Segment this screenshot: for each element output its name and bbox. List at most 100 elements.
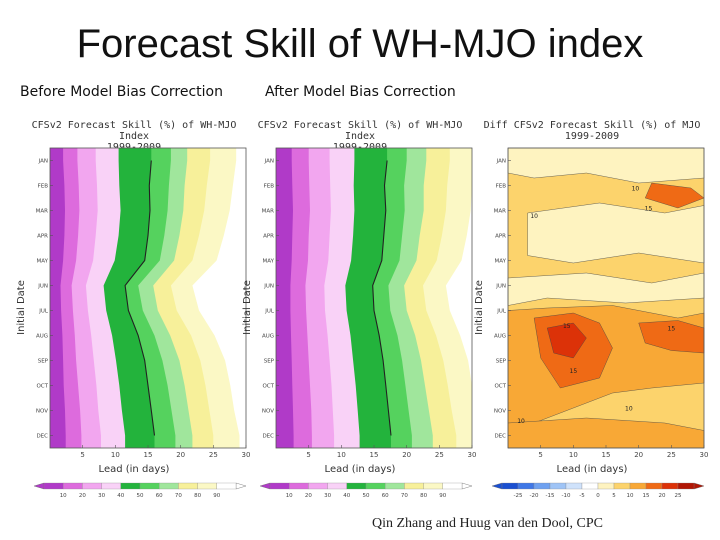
- panel-diff-title-line2: 1999-2009: [564, 131, 620, 142]
- contour-label-5: 10: [530, 213, 538, 220]
- contour-line-50: [372, 160, 392, 436]
- y-tick-label-dec: DEC: [494, 434, 506, 440]
- colorbar-swatch-3: [549, 482, 567, 490]
- colorbar-label--10: -10: [562, 493, 571, 499]
- y-tick-label-nov: NOV: [36, 409, 48, 415]
- y-tick-label-mar: MAR: [36, 209, 49, 215]
- panel-after-title: CFSv2 Forecast Skill (%) of WH-MJO Index…: [240, 120, 480, 153]
- panel-after-xlabel: Lead (in days): [324, 464, 396, 475]
- x-tick-label-30: 30: [242, 451, 251, 459]
- x-tick-label-25: 25: [209, 451, 218, 459]
- colorbar-swatch-4: [346, 482, 367, 490]
- panel-before-title: CFSv2 Forecast Skill (%) of WH-MJO Index…: [14, 120, 254, 153]
- y-tick-label-jun: JUN: [263, 284, 274, 290]
- colorbar-label--20: -20: [530, 493, 539, 499]
- y-tick-label-jan: JAN: [38, 159, 48, 165]
- colorbar-label-10: 10: [60, 493, 67, 499]
- colorbar-label-10: 10: [627, 493, 634, 499]
- colorbar-swatch-3: [101, 482, 121, 490]
- panel-before-ylabel: Initial Date: [15, 280, 27, 335]
- colorbar-label-20: 20: [305, 493, 312, 499]
- contour-label-6: 10: [625, 406, 633, 413]
- colorbar-label-80: 80: [420, 493, 427, 499]
- panel-after-title-line1: CFSv2 Forecast Skill (%) of WH-MJO Index: [257, 120, 463, 142]
- colorbar-swatch-5: [365, 482, 386, 490]
- colorbar-before: 10 20 30 40 50 60 70 80 90: [33, 482, 247, 499]
- colorbar-label-40: 40: [117, 493, 124, 499]
- y-tick-label-apr: APR: [263, 234, 274, 240]
- contour-label-4: 15: [570, 368, 578, 375]
- panel-before-title-line1: CFSv2 Forecast Skill (%) of WH-MJO Index: [31, 120, 237, 142]
- colorbar-swatch-8: [423, 482, 443, 490]
- x-tick-label-10: 10: [569, 451, 578, 459]
- y-tick-label-feb: FEB: [38, 184, 49, 190]
- contour-label-2: 15: [563, 323, 571, 330]
- colorbar-swatch-0: [501, 482, 519, 490]
- colorbar-swatch-6: [385, 482, 405, 490]
- colorbar-label-60: 60: [156, 493, 163, 499]
- colorbar-label-30: 30: [98, 493, 105, 499]
- credit-text: Qin Zhang and Huug van den Dool, CPC: [372, 516, 603, 531]
- colorbar-label-0: 0: [596, 493, 600, 499]
- x-tick-label-5: 5: [80, 451, 84, 459]
- x-tick-label-30: 30: [468, 451, 477, 459]
- x-tick-label-10: 10: [111, 451, 120, 459]
- colorbar-swatch-7: [178, 482, 198, 490]
- x-tick-label-25: 25: [435, 451, 444, 459]
- colorbar-swatch-9: [645, 482, 663, 490]
- heatmap-before: JAN FEB MAR APR MAY JUN JUL AUG SEP OCT NOV DEC 5 10 1…: [36, 147, 251, 459]
- colorbar-arrow-right: [461, 482, 473, 490]
- contour-label-3: 15: [668, 326, 676, 333]
- colorbar-label-20: 20: [79, 493, 86, 499]
- colorbar-swatch-4: [120, 482, 141, 490]
- y-tick-label-jul: JUL: [38, 309, 49, 315]
- colorbar-arrow-left: [259, 482, 271, 490]
- colorbar-label--15: -15: [546, 493, 555, 499]
- skill-band-0: [276, 148, 294, 448]
- colorbar-label-60: 60: [382, 493, 389, 499]
- panel-diff-ylabel: Initial Date: [473, 280, 485, 335]
- panel-after-title-line2: 1999-2009: [332, 142, 388, 153]
- diff-patch-strong-feb: [644, 182, 705, 209]
- panel-before-title-line2: 1999-2009: [106, 142, 162, 153]
- colorbar-arrow-right: [693, 482, 705, 490]
- colorbar-swatch-4: [565, 482, 583, 490]
- y-tick-label-nov: NOV: [494, 409, 506, 415]
- contour-label-0: 10: [632, 186, 640, 193]
- colorbar-swatch-5: [581, 482, 599, 490]
- y-tick-label-sep: SEP: [496, 359, 507, 365]
- colorbar-arrow-left: [33, 482, 45, 490]
- y-tick-label-may: MAY: [37, 259, 49, 265]
- y-tick-label-feb: FEB: [496, 184, 507, 190]
- y-tick-label-jan: JAN: [496, 159, 506, 165]
- colorbar-swatch-0: [269, 482, 290, 490]
- slide-title: Forecast Skill of WH-MJO index: [76, 22, 644, 66]
- colorbar-swatch-7: [404, 482, 424, 490]
- y-tick-label-sep: SEP: [264, 359, 275, 365]
- y-tick-label-may: MAY: [495, 259, 507, 265]
- y-tick-label-nov: NOV: [262, 409, 274, 415]
- x-tick-label-20: 20: [402, 451, 411, 459]
- colorbar-swatch-9: [442, 482, 463, 490]
- colorbar-swatch-7: [613, 482, 631, 490]
- colorbar-diff: -25 -20 -15 -10 -5 0 5 10 15 20 25: [491, 482, 705, 499]
- colorbar-arrow-left: [491, 482, 503, 490]
- x-tick-label-15: 15: [370, 451, 379, 459]
- y-tick-label-feb: FEB: [264, 184, 275, 190]
- y-tick-label-aug: AUG: [494, 334, 506, 340]
- colorbar-swatch-8: [197, 482, 217, 490]
- colorbar-swatch-3: [327, 482, 347, 490]
- colorbar-swatch-9: [216, 482, 237, 490]
- colorbar-label-90: 90: [213, 493, 220, 499]
- colorbar-label-40: 40: [343, 493, 350, 499]
- y-tick-label-jan: JAN: [264, 159, 274, 165]
- y-tick-label-dec: DEC: [262, 434, 274, 440]
- x-tick-label-15: 15: [602, 451, 611, 459]
- y-tick-label-sep: SEP: [38, 359, 49, 365]
- panel-diff-title: Diff CFSv2 Forecast Skill (%) of MJO 199…: [472, 120, 712, 142]
- y-tick-label-dec: DEC: [36, 434, 48, 440]
- colorbar-swatch-1: [289, 482, 309, 490]
- colorbar-label-90: 90: [439, 493, 446, 499]
- x-tick-label-20: 20: [634, 451, 643, 459]
- colorbar-swatch-11: [677, 482, 695, 490]
